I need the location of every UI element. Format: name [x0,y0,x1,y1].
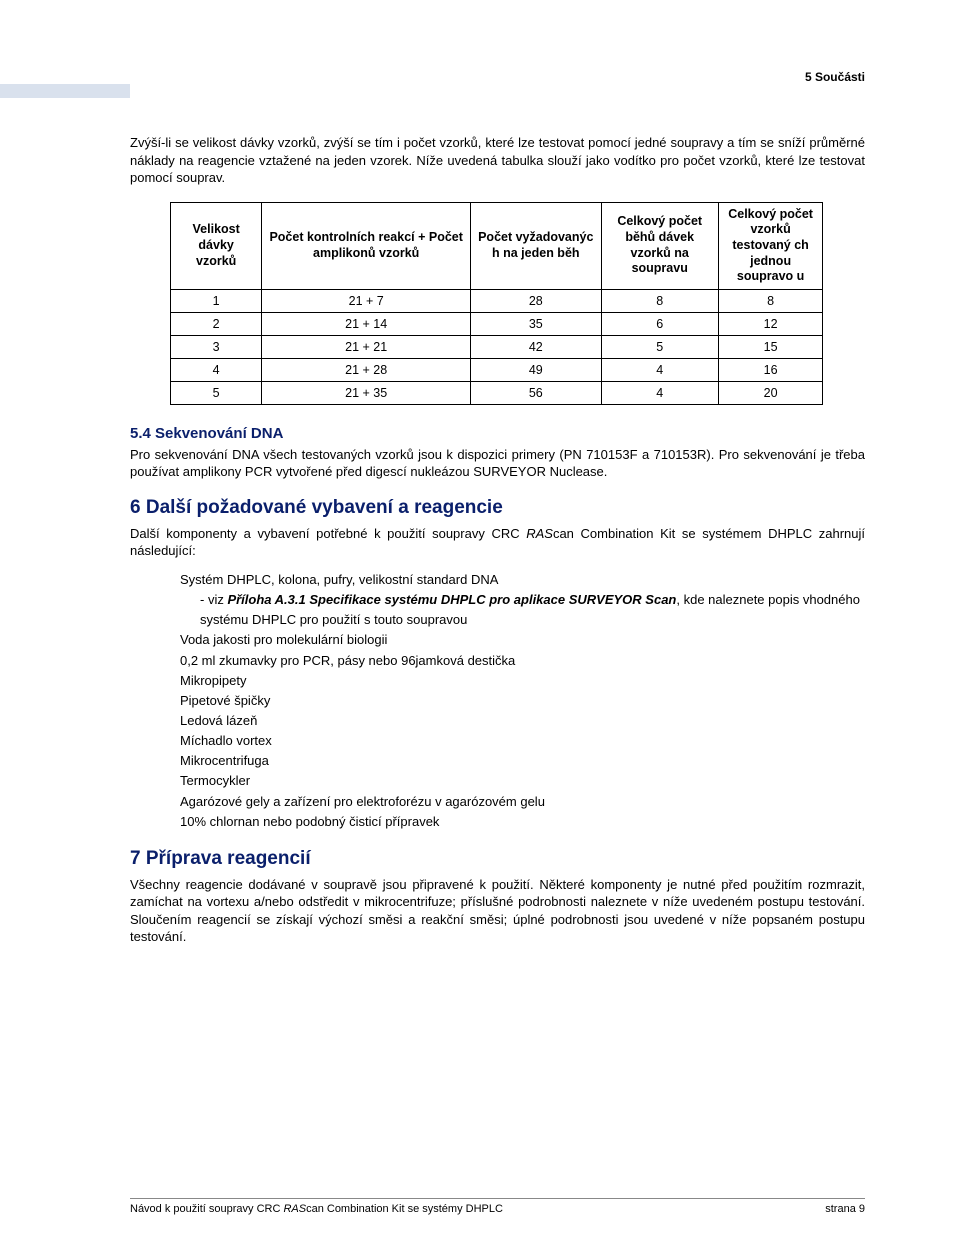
table-cell: 5 [601,335,718,358]
table-cell: 8 [718,289,822,312]
table-cell: 49 [471,358,601,381]
table-cell: 6 [601,312,718,335]
table-cell: 12 [718,312,822,335]
th-reactions: Počet kontrolních reakcí + Počet ampliko… [262,202,471,289]
table-cell: 21 + 35 [262,381,471,404]
sec54-paragraph: Pro sekvenování DNA všech testovaných vz… [130,446,865,481]
sub-a: - viz [200,592,227,607]
table-cell: 4 [601,358,718,381]
table-cell: 21 + 14 [262,312,471,335]
th-required-per-run: Počet vyžadovanýc h na jeden běh [471,202,601,289]
table-cell: 35 [471,312,601,335]
table-cell: 3 [171,335,262,358]
table-row: 121 + 72888 [171,289,823,312]
list-item: Míchadlo vortex [180,731,865,751]
table-cell: 16 [718,358,822,381]
list-item: Pipetové špičky [180,691,865,711]
sec7-paragraph: Všechny reagencie dodávané v soupravě js… [130,876,865,946]
th-total-samples: Celkový počet vzorků testovaný ch jednou… [718,202,822,289]
table-row: 421 + 2849416 [171,358,823,381]
sec6-lead: Další komponenty a vybavení potřebné k p… [130,525,865,560]
table-cell: 4 [601,381,718,404]
list-item: Voda jakosti pro molekulární biologii [180,630,865,650]
list-item: Mikropipety [180,671,865,691]
table-cell: 2 [171,312,262,335]
list-item: Systém DHPLC, kolona, pufry, velikostní … [180,570,865,590]
table-cell: 42 [471,335,601,358]
list-item-sub: - viz Příloha A.3.1 Specifikace systému … [200,590,865,630]
table-cell: 4 [171,358,262,381]
page-footer: Návod k použití soupravy CRC RAScan Comb… [130,1198,865,1215]
list-item: Mikrocentrifuga [180,751,865,771]
list-item: Agarózové gely a zařízení pro elektrofor… [180,792,865,812]
table-row: 321 + 2142515 [171,335,823,358]
sec6-lead-ras: RAS [526,526,553,541]
table-cell: 21 + 7 [262,289,471,312]
th-batch-size: Velikost dávky vzorků [171,202,262,289]
heading-7: 7 Příprava reagencií [130,848,865,870]
running-header: 5 Součásti [130,70,865,84]
intro-paragraph: Zvýší-li se velikost dávky vzorků, zvýší… [130,134,865,187]
list-item: Ledová lázeň [180,711,865,731]
list-item: Termocykler [180,771,865,791]
heading-5-4: 5.4 Sekvenování DNA [130,425,865,442]
table-cell: 5 [171,381,262,404]
table-cell: 21 + 28 [262,358,471,381]
header-accent-bar [0,84,130,98]
sec6-lead-a: Další komponenty a vybavení potřebné k p… [130,526,526,541]
th-total-runs: Celkový počet běhů dávek vzorků na soupr… [601,202,718,289]
equipment-list: Systém DHPLC, kolona, pufry, velikostní … [180,570,865,832]
table-row: 221 + 1435612 [171,312,823,335]
batch-size-table: Velikost dávky vzorků Počet kontrolních … [170,202,865,405]
table-cell: 15 [718,335,822,358]
footer-ras: RAS [283,1203,306,1215]
footer-left: Návod k použití soupravy CRC RAScan Comb… [130,1203,503,1215]
heading-6: 6 Další požadované vybavení a reagencie [130,497,865,519]
list-item: 0,2 ml zkumavky pro PCR, pásy nebo 96jam… [180,651,865,671]
table-row: 521 + 3556420 [171,381,823,404]
list-item: 10% chlornan nebo podobný čisticí přípra… [180,812,865,832]
table-cell: 1 [171,289,262,312]
table-cell: 56 [471,381,601,404]
table-cell: 28 [471,289,601,312]
table-cell: 20 [718,381,822,404]
sub-appendix: Příloha A.3.1 Specifikace systému DHPLC … [227,592,676,607]
table-cell: 8 [601,289,718,312]
footer-page-number: strana 9 [825,1203,865,1215]
table-cell: 21 + 21 [262,335,471,358]
